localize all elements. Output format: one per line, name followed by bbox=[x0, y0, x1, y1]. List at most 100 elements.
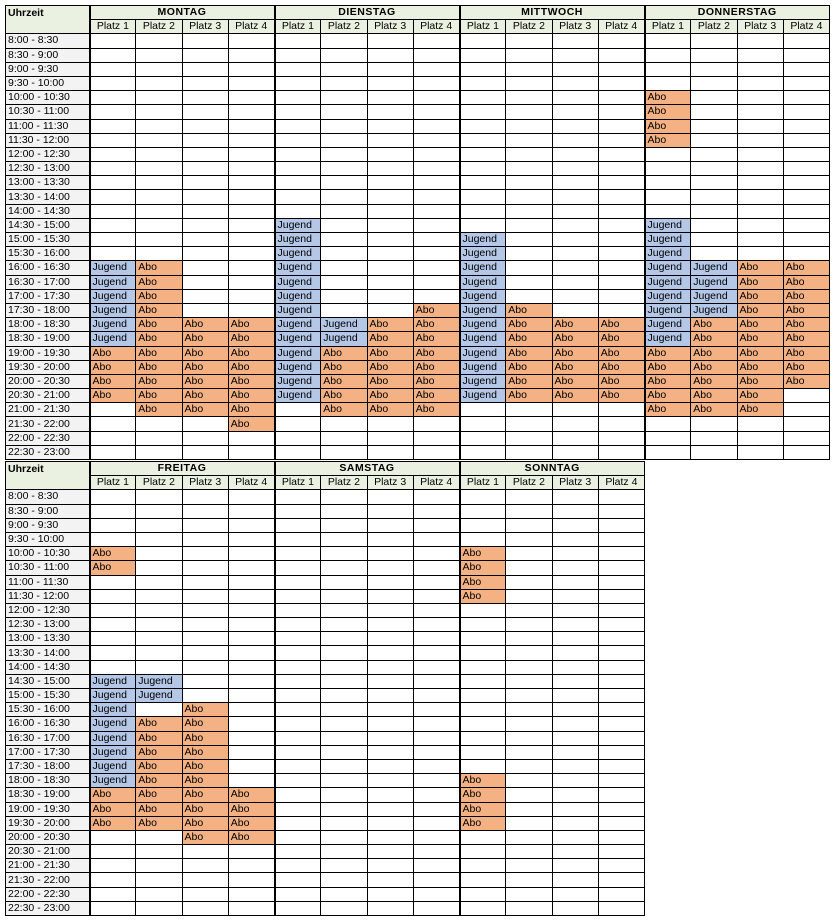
booking-jugend[interactable]: Jugend bbox=[88, 758, 137, 775]
booking-cell[interactable] bbox=[135, 430, 183, 446]
booking-cell[interactable] bbox=[782, 231, 831, 248]
booking-abo[interactable]: Abo bbox=[597, 373, 646, 390]
booking-cell[interactable] bbox=[181, 687, 229, 704]
booking-cell[interactable] bbox=[551, 758, 599, 775]
booking-jugend[interactable]: Jugend bbox=[88, 702, 137, 718]
booking-jugend[interactable]: Jugend bbox=[643, 274, 692, 290]
booking-jugend[interactable]: Jugend bbox=[643, 317, 692, 333]
booking-cell[interactable] bbox=[273, 75, 322, 92]
booking-cell[interactable] bbox=[597, 844, 646, 860]
booking-cell[interactable] bbox=[181, 118, 229, 134]
booking-cell[interactable] bbox=[366, 203, 414, 219]
booking-cell[interactable] bbox=[181, 517, 229, 533]
booking-cell[interactable] bbox=[227, 161, 276, 177]
booking-cell[interactable] bbox=[227, 744, 276, 760]
booking-cell[interactable] bbox=[320, 858, 368, 874]
booking-abo[interactable]: Abo bbox=[643, 104, 692, 120]
booking-abo[interactable]: Abo bbox=[181, 716, 229, 732]
booking-cell[interactable] bbox=[273, 203, 322, 219]
booking-cell[interactable] bbox=[366, 858, 414, 874]
booking-cell[interactable] bbox=[227, 773, 276, 789]
booking-jugend[interactable]: Jugend bbox=[458, 260, 507, 276]
booking-cell[interactable] bbox=[273, 744, 322, 760]
booking-cell[interactable] bbox=[505, 829, 553, 846]
booking-cell[interactable] bbox=[505, 517, 553, 533]
booking-cell[interactable] bbox=[690, 444, 738, 461]
booking-cell[interactable] bbox=[227, 560, 276, 576]
booking-cell[interactable] bbox=[366, 489, 414, 505]
booking-cell[interactable] bbox=[273, 844, 322, 860]
booking-cell[interactable] bbox=[273, 617, 322, 633]
booking-cell[interactable] bbox=[597, 617, 646, 633]
booking-cell[interactable] bbox=[505, 645, 553, 661]
booking-cell[interactable] bbox=[320, 631, 368, 647]
booking-cell[interactable] bbox=[412, 617, 461, 633]
booking-cell[interactable] bbox=[135, 617, 183, 633]
booking-cell[interactable] bbox=[273, 574, 322, 590]
booking-cell[interactable] bbox=[273, 886, 322, 902]
booking-cell[interactable] bbox=[135, 546, 183, 562]
booking-cell[interactable] bbox=[88, 645, 137, 661]
booking-cell[interactable] bbox=[505, 444, 553, 461]
booking-cell[interactable] bbox=[273, 602, 322, 619]
booking-cell[interactable] bbox=[181, 416, 229, 432]
booking-cell[interactable] bbox=[412, 33, 461, 49]
booking-cell[interactable] bbox=[181, 132, 229, 148]
booking-cell[interactable] bbox=[366, 787, 414, 803]
booking-cell[interactable] bbox=[320, 602, 368, 619]
booking-cell[interactable] bbox=[320, 132, 368, 148]
booking-cell[interactable] bbox=[597, 787, 646, 803]
booking-cell[interactable] bbox=[597, 189, 646, 205]
booking-cell[interactable] bbox=[551, 716, 599, 732]
booking-cell[interactable] bbox=[273, 430, 322, 446]
booking-cell[interactable] bbox=[366, 645, 414, 661]
booking-abo[interactable]: Abo bbox=[181, 773, 229, 789]
booking-jugend[interactable]: Jugend bbox=[273, 246, 322, 262]
booking-abo[interactable]: Abo bbox=[505, 302, 553, 319]
booking-cell[interactable] bbox=[458, 118, 507, 134]
booking-cell[interactable] bbox=[181, 288, 229, 304]
booking-jugend[interactable]: Jugend bbox=[88, 673, 137, 690]
booking-abo[interactable]: Abo bbox=[227, 829, 276, 846]
booking-cell[interactable] bbox=[458, 430, 507, 446]
booking-cell[interactable] bbox=[135, 858, 183, 874]
booking-abo[interactable]: Abo bbox=[366, 359, 414, 375]
booking-abo[interactable]: Abo bbox=[736, 317, 784, 333]
booking-cell[interactable] bbox=[88, 829, 137, 846]
booking-abo[interactable]: Abo bbox=[135, 716, 183, 732]
booking-cell[interactable] bbox=[366, 47, 414, 63]
booking-cell[interactable] bbox=[88, 146, 137, 163]
booking-cell[interactable] bbox=[782, 33, 831, 49]
booking-cell[interactable] bbox=[366, 900, 414, 917]
booking-cell[interactable] bbox=[458, 161, 507, 177]
booking-cell[interactable] bbox=[135, 61, 183, 77]
booking-abo[interactable]: Abo bbox=[782, 373, 831, 390]
booking-cell[interactable] bbox=[736, 61, 784, 77]
booking-cell[interactable] bbox=[135, 900, 183, 917]
booking-cell[interactable] bbox=[643, 75, 692, 92]
booking-cell[interactable] bbox=[551, 444, 599, 461]
booking-abo[interactable]: Abo bbox=[227, 787, 276, 803]
booking-cell[interactable] bbox=[366, 602, 414, 619]
booking-cell[interactable] bbox=[135, 872, 183, 888]
booking-cell[interactable] bbox=[690, 118, 738, 134]
booking-cell[interactable] bbox=[181, 161, 229, 177]
booking-cell[interactable] bbox=[412, 189, 461, 205]
booking-abo[interactable]: Abo bbox=[782, 317, 831, 333]
booking-cell[interactable] bbox=[320, 673, 368, 690]
booking-cell[interactable] bbox=[227, 574, 276, 590]
booking-abo[interactable]: Abo bbox=[366, 388, 414, 404]
booking-cell[interactable] bbox=[227, 175, 276, 191]
booking-cell[interactable] bbox=[366, 33, 414, 49]
booking-abo[interactable]: Abo bbox=[736, 302, 784, 319]
booking-cell[interactable] bbox=[736, 161, 784, 177]
booking-cell[interactable] bbox=[135, 118, 183, 134]
booking-abo[interactable]: Abo bbox=[736, 373, 784, 390]
booking-abo[interactable]: Abo bbox=[135, 787, 183, 803]
booking-cell[interactable] bbox=[458, 687, 507, 704]
booking-cell[interactable] bbox=[505, 416, 553, 432]
booking-cell[interactable] bbox=[412, 61, 461, 77]
booking-jugend[interactable]: Jugend bbox=[643, 260, 692, 276]
booking-cell[interactable] bbox=[505, 260, 553, 276]
booking-cell[interactable] bbox=[505, 503, 553, 519]
